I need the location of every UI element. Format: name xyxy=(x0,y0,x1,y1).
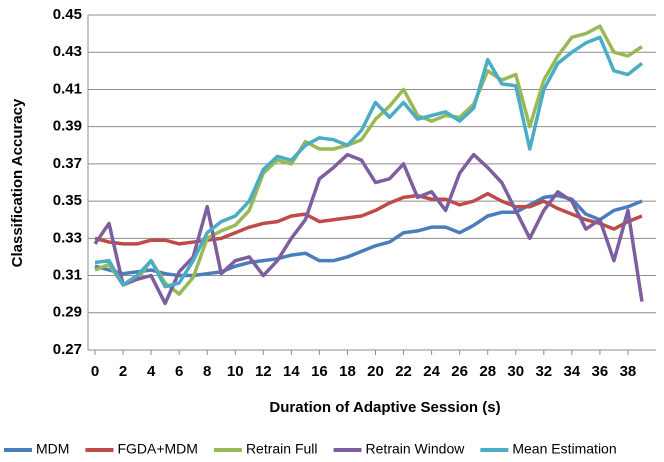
x-tick-label: 14 xyxy=(283,363,300,380)
y-tick-label: 0.41 xyxy=(53,80,82,97)
x-tick-label: 34 xyxy=(564,363,581,380)
legend-label: Retrain Window xyxy=(366,441,466,457)
series-line xyxy=(94,24,643,296)
y-tick-label: 0.29 xyxy=(53,304,82,321)
x-tick-label: 30 xyxy=(507,363,524,380)
x-tick-label: 6 xyxy=(175,363,183,380)
x-tick-label: 36 xyxy=(592,363,609,380)
y-tick-label: 0.37 xyxy=(53,155,82,172)
y-tick-label: 0.43 xyxy=(53,43,82,60)
x-tick-label: 26 xyxy=(451,363,468,380)
y-tick-label: 0.45 xyxy=(53,6,82,23)
x-axis-title: Duration of Adaptive Session (s) xyxy=(269,399,500,416)
x-tick-label: 12 xyxy=(255,363,272,380)
legend-label: Mean Estimation xyxy=(512,441,616,457)
series-line xyxy=(94,193,643,278)
legend-label: Retrain Full xyxy=(246,441,318,457)
legend-label: FGDA+MDM xyxy=(117,441,198,457)
y-tick-label: 0.27 xyxy=(53,341,82,358)
x-tick-label: 8 xyxy=(203,363,211,380)
y-axis-title: Classification Accuracy xyxy=(9,98,26,267)
y-tick-label: 0.35 xyxy=(53,192,82,209)
x-tick-label: 20 xyxy=(367,363,384,380)
series-line xyxy=(94,35,644,289)
x-tick-label: 10 xyxy=(227,363,244,380)
y-tick-label: 0.33 xyxy=(53,229,82,246)
x-tick-label: 32 xyxy=(535,363,552,380)
x-tick-label: 2 xyxy=(119,363,127,380)
y-tick-label: 0.39 xyxy=(53,118,82,135)
series-line xyxy=(93,152,644,306)
legend-label: MDM xyxy=(36,441,69,457)
x-tick-label: 16 xyxy=(311,363,328,380)
y-tick-label: 0.31 xyxy=(53,267,82,284)
series-line xyxy=(94,191,643,246)
x-tick-label: 0 xyxy=(91,363,99,380)
x-tick-label: 4 xyxy=(147,363,156,380)
x-tick-label: 22 xyxy=(395,363,412,380)
x-tick-label: 38 xyxy=(620,363,637,380)
x-tick-label: 28 xyxy=(479,363,496,380)
x-tick-label: 24 xyxy=(423,363,440,380)
x-tick-label: 18 xyxy=(339,363,356,380)
